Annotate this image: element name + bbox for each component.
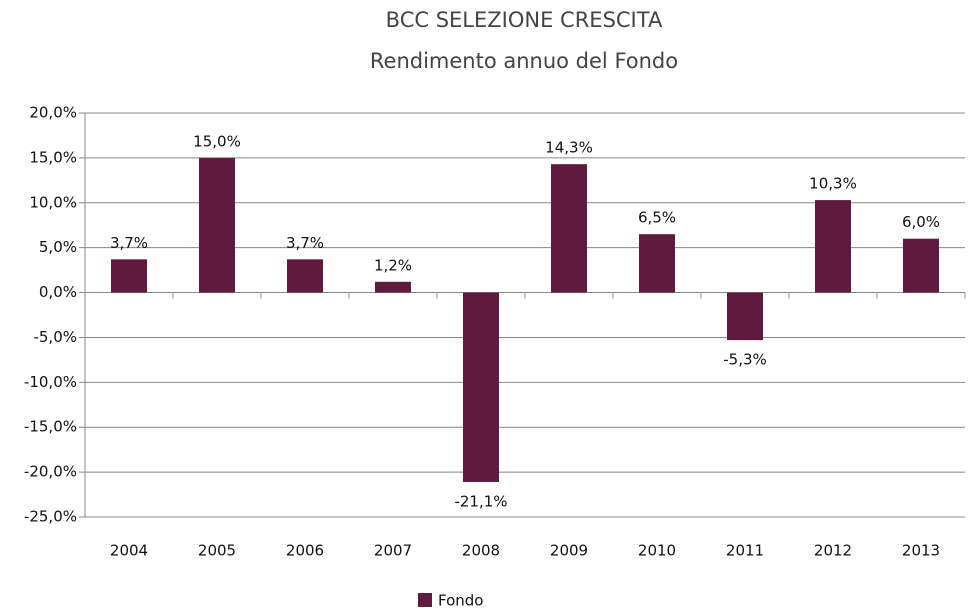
value-label: 1,2% [374, 256, 412, 274]
bar [903, 238, 939, 293]
bar [727, 292, 763, 341]
chart-title: BCC SELEZIONE CRESCITA [386, 8, 663, 32]
value-label: 6,5% [638, 209, 676, 227]
value-label: 15,0% [193, 132, 241, 150]
value-label: -21,1% [454, 492, 507, 510]
bar [375, 281, 411, 293]
bar [815, 200, 851, 293]
bar [463, 292, 499, 482]
y-tick-label: -20,0% [24, 463, 77, 481]
x-tick-label: 2011 [726, 542, 764, 560]
y-tick-label: 0,0% [39, 283, 77, 301]
x-tick-label: 2005 [198, 542, 236, 560]
legend-label: Fondo [438, 592, 483, 610]
chart-subtitle: Rendimento annuo del Fondo [370, 49, 678, 73]
y-tick-label: -10,0% [24, 373, 77, 391]
x-tick-label: 2008 [462, 542, 500, 560]
bar [287, 259, 323, 293]
bar [551, 164, 587, 293]
x-tick-label: 2013 [902, 542, 940, 560]
x-tick-label: 2007 [374, 542, 412, 560]
x-tick-label: 2004 [110, 542, 148, 560]
value-label: 14,3% [545, 139, 593, 157]
y-tick-label: -15,0% [24, 418, 77, 436]
legend-swatch [418, 593, 432, 607]
value-label: -5,3% [723, 351, 767, 369]
value-label: 10,3% [809, 175, 857, 193]
x-tick-label: 2009 [550, 542, 588, 560]
y-tick-label: 20,0% [29, 104, 77, 122]
y-tick-label: 5,0% [39, 238, 77, 256]
value-label: 3,7% [110, 234, 148, 252]
value-label: 3,7% [286, 234, 324, 252]
y-tick-label: 15,0% [29, 148, 77, 166]
y-tick-label: -5,0% [33, 328, 77, 346]
x-tick-label: 2006 [286, 542, 324, 560]
y-tick-label: -25,0% [24, 508, 77, 526]
bar [111, 259, 147, 293]
value-label: 6,0% [902, 213, 940, 231]
bar [199, 157, 235, 293]
x-tick-label: 2010 [638, 542, 676, 560]
x-tick-label: 2012 [814, 542, 852, 560]
bar [639, 234, 675, 293]
y-tick-label: 10,0% [29, 193, 77, 211]
